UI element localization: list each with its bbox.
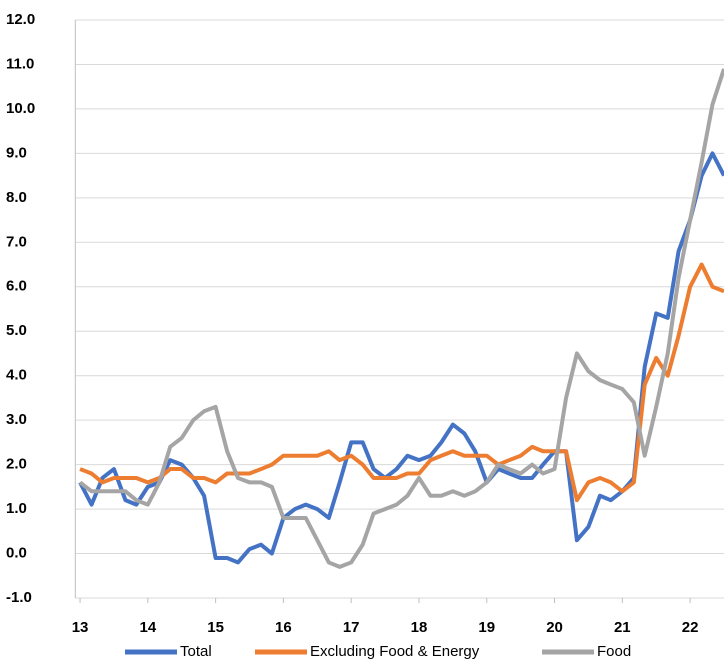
y-tick-label: 9.0 [6,144,27,161]
y-tick-label: 4.0 [6,367,27,384]
legend-label: Total [180,643,212,660]
y-tick-label: 12.0 [6,11,35,28]
series-line [79,262,724,503]
legend-label: Food [597,643,631,660]
x-tick-label: 13 [72,619,89,636]
y-tick-label: 8.0 [6,189,27,206]
x-tick-label: 14 [139,619,156,636]
x-tick-label: 22 [682,619,699,636]
y-tick-label: 10.0 [6,100,35,117]
y-tick-label: -1.0 [6,589,32,606]
x-tick-label: 15 [207,619,224,636]
x-tick-label: 16 [275,619,292,636]
series-line [78,68,724,569]
x-tick-label: 19 [478,619,495,636]
x-tick-label: 20 [546,619,563,636]
y-tick-label: 1.0 [6,500,27,517]
y-tick-label: 11.0 [6,55,34,72]
x-tick-label: 17 [343,619,360,636]
y-tick-label: 2.0 [6,456,27,473]
x-tick-label: 18 [411,619,428,636]
y-tick-label: 6.0 [6,278,27,295]
y-tick-label: 5.0 [6,322,27,339]
y-tick-label: 7.0 [6,233,27,250]
y-tick-label: 0.0 [6,545,27,562]
legend-label: Excluding Food & Energy [310,643,480,660]
y-tick-label: 3.0 [6,411,27,428]
x-tick-label: 21 [614,619,631,636]
